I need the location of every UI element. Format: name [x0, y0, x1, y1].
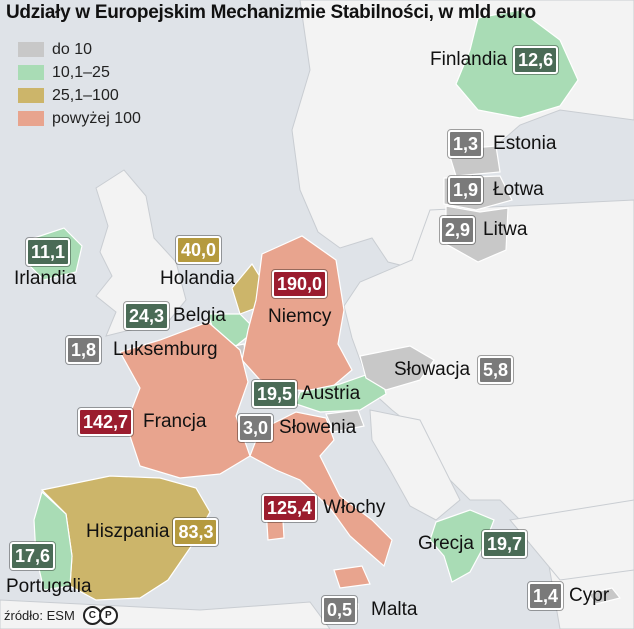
label-slowenia: 3,0 Słowenia — [236, 413, 357, 443]
label-lotwa: 1,9 Łotwa — [446, 175, 544, 205]
country-name: Grecja — [418, 533, 474, 554]
legend: do 10 10,1–25 25,1–100 powyżej 100 — [18, 38, 141, 130]
country-name: Malta — [371, 599, 418, 620]
label-portugalia-value: 17,6 — [8, 541, 57, 571]
label-holandia-value: 40,0 — [174, 235, 223, 265]
label-wlochy: 125,4 Włochy — [260, 493, 386, 523]
legend-swatch — [18, 88, 44, 103]
country-shape-slovenia — [325, 409, 365, 433]
country-name-irlandia: Irlandia — [14, 268, 77, 289]
country-name-holandia: Holandia — [160, 268, 235, 289]
page-title: Udziały w Europejskim Mechanizmie Stabil… — [6, 2, 536, 23]
country-name-portugalia: Portugalia — [6, 576, 92, 597]
country-value-badge: 12,6 — [512, 45, 560, 75]
label-finlandia: Finlandia 12,6 — [430, 45, 560, 75]
legend-label: powyżej 100 — [52, 109, 141, 127]
country-value-badge: 5,8 — [477, 355, 515, 385]
country-value-badge: 2,9 — [438, 215, 477, 245]
country-value-badge: 40,0 — [174, 235, 223, 265]
legend-swatch — [18, 111, 44, 126]
legend-swatch — [18, 42, 44, 57]
label-francja: 142,7 Francja — [76, 407, 207, 437]
country-shape-cyprus — [586, 587, 622, 605]
label-belgia: 24,3 Belgia — [122, 301, 226, 331]
country-value-badge: 1,9 — [446, 175, 485, 205]
country-value-badge: 24,3 — [122, 301, 171, 331]
country-value-badge: 0,5 — [320, 595, 359, 625]
country-shape-slovakia — [359, 345, 435, 391]
country-value-badge: 1,8 — [64, 335, 103, 365]
country-name: Belgia — [173, 305, 226, 326]
legend-label: do 10 — [52, 40, 93, 58]
country-value-badge: 3,0 — [236, 413, 275, 443]
country-name: Estonia — [493, 133, 557, 154]
legend-item-3: powyżej 100 — [18, 107, 141, 130]
country-value-badge: 11,1 — [24, 237, 72, 267]
label-malta: 0,5 Malta — [320, 595, 418, 625]
country-value-badge: 19,7 — [480, 529, 529, 559]
legend-item-1: 10,1–25 — [18, 61, 141, 84]
label-luksemburg: 1,8 Luksemburg — [64, 335, 218, 365]
source-note: źródło: ESM C P — [4, 606, 118, 625]
label-slowacja: Słowacja 5,8 — [394, 355, 515, 385]
country-name: Litwa — [483, 219, 528, 240]
label-irlandia-value: 11,1 — [24, 237, 72, 267]
label-austria: 19,5 Austria — [250, 379, 361, 409]
country-name: Słowacja — [394, 359, 471, 380]
country-value-badge: 190,0 — [270, 269, 329, 299]
country-name: Luksemburg — [113, 339, 218, 360]
label-estonia: 1,3 Estonia — [446, 129, 557, 159]
copyright-icon: C P — [82, 606, 118, 625]
country-name: Austria — [301, 383, 361, 404]
country-value-badge: 17,6 — [8, 541, 57, 571]
copyright-letter: P — [98, 606, 118, 625]
country-name: Łotwa — [493, 179, 544, 200]
country-name: Słowenia — [279, 417, 357, 438]
legend-item-0: do 10 — [18, 38, 141, 61]
legend-label: 25,1–100 — [52, 86, 119, 104]
country-shape-sicily — [333, 565, 371, 589]
country-name: Finlandia — [430, 49, 508, 70]
country-shape-austria — [295, 369, 387, 413]
country-value-badge: 1,4 — [526, 581, 565, 611]
label-niemcy-value: 190,0 — [270, 269, 329, 299]
country-value-badge: 142,7 — [76, 407, 135, 437]
label-litwa: 2,9 Litwa — [438, 215, 528, 245]
legend-label: 10,1–25 — [52, 63, 110, 81]
legend-item-2: 25,1–100 — [18, 84, 141, 107]
country-value-badge: 125,4 — [260, 493, 319, 523]
esm-countries — [25, 9, 622, 610]
country-value-badge: 19,5 — [250, 379, 299, 409]
country-name: Hiszpania — [86, 521, 170, 542]
country-value-badge: 1,3 — [446, 129, 485, 159]
legend-swatch — [18, 65, 44, 80]
source-text: źródło: ESM — [4, 608, 75, 623]
country-value-badge: 83,3 — [172, 517, 220, 547]
country-shape-greece — [429, 509, 495, 583]
country-name-niemcy: Niemcy — [268, 306, 332, 327]
label-hiszpania: Hiszpania 83,3 — [86, 517, 220, 547]
label-grecja: Grecja 19,7 — [418, 529, 529, 559]
country-name: Francja — [143, 411, 207, 432]
country-name: Włochy — [323, 497, 386, 518]
label-cypr: 1,4 Cypr — [526, 581, 610, 611]
country-name: Cypr — [569, 585, 610, 606]
